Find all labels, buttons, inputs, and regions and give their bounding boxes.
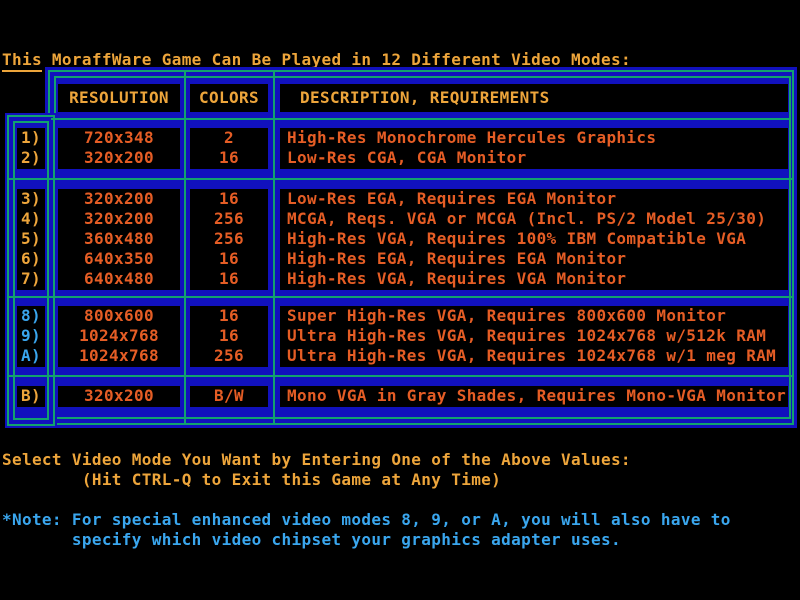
description-group-box: Mono VGA in Gray Shades, Requires Mono-V… (280, 386, 788, 407)
number-outer-frame (7, 115, 55, 426)
mode-number[interactable]: 1) (21, 128, 41, 147)
description-group-box: Low-Res EGA, Requires EGA Monitor MCGA, R… (280, 189, 788, 290)
mode-colors: 16 (219, 326, 239, 345)
mode-colors: 256 (214, 209, 244, 228)
mode-number[interactable]: 4) (21, 209, 41, 228)
num-group-box: 3) 4) 5) 6) 7) (17, 189, 45, 290)
select-prompt-line2: (Hit CTRL-Q to Exit this Game at Any Tim… (2, 470, 502, 489)
mode-resolution: 320x200 (84, 386, 154, 405)
mode-colors: B/W (214, 386, 244, 405)
mode-description: High-Res VGA, Requires 100% IBM Compatib… (287, 229, 747, 248)
column-divider-1 (184, 72, 186, 423)
mode-number[interactable]: 8) (21, 306, 41, 325)
resolution-group-box: 720x348 320x200 (58, 128, 180, 169)
note-line1: *Note: For special enhanced video modes … (2, 510, 731, 529)
mode-resolution: 720x348 (84, 128, 154, 147)
header-resolution: RESOLUTION (58, 84, 180, 112)
group-separator-2 (9, 296, 792, 298)
mode-resolution: 640x350 (84, 249, 154, 268)
mode-colors: 256 (214, 229, 244, 248)
page-title: This MoraffWare Game Can Be Played in 12… (2, 50, 631, 72)
resolution-group-box: 320x200 (58, 386, 180, 407)
mode-colors: 16 (219, 306, 239, 325)
mode-number[interactable]: 9) (21, 326, 41, 345)
mode-number[interactable]: 2) (21, 148, 41, 167)
mode-number[interactable]: 7) (21, 269, 41, 288)
mode-number[interactable]: 5) (21, 229, 41, 248)
description-group-box: High-Res Monochrome Hercules Graphics Low… (280, 128, 788, 169)
colors-group-box: 16 256 256 16 16 (190, 189, 268, 290)
mode-resolution: 320x200 (84, 209, 154, 228)
mode-description: Mono VGA in Gray Shades, Requires Mono-V… (287, 386, 787, 405)
mode-description: High-Res VGA, Requires VGA Monitor (287, 269, 627, 288)
group-separator-1 (9, 178, 792, 180)
mode-colors: 16 (219, 189, 239, 208)
note-line2: specify which video chipset your graphic… (2, 530, 621, 549)
colors-group-box: B/W (190, 386, 268, 407)
mode-description: Ultra High-Res VGA, Requires 1024x768 w/… (287, 346, 777, 365)
mode-number[interactable]: 3) (21, 189, 41, 208)
mode-resolution: 320x200 (84, 189, 154, 208)
num-group-box: B) (17, 386, 45, 407)
colors-group-box: 16 16 256 (190, 306, 268, 367)
group-separator-3 (9, 375, 792, 377)
mode-resolution: 320x200 (84, 148, 154, 167)
mode-colors: 2 (224, 128, 234, 147)
num-group-box: 1) 2) (17, 128, 45, 169)
header-separator (51, 118, 791, 120)
mode-description: High-Res EGA, Requires EGA Monitor (287, 249, 627, 268)
mode-number[interactable]: B) (21, 386, 41, 405)
number-inner-frame (13, 121, 49, 420)
header-colors: COLORS (190, 84, 268, 112)
mode-resolution: 640x480 (84, 269, 154, 288)
mode-description: MCGA, Reqs. VGA or MCGA (Incl. PS/2 Mode… (287, 209, 767, 228)
mode-colors: 16 (219, 249, 239, 268)
column-divider-2 (273, 72, 275, 423)
description-group-box: Super High-Res VGA, Requires 800x600 Mon… (280, 306, 788, 367)
mode-number[interactable]: 6) (21, 249, 41, 268)
mode-description: High-Res Monochrome Hercules Graphics (287, 128, 657, 147)
num-group-box: 8) 9) A) (17, 306, 45, 367)
title-underlined-word: This (2, 50, 42, 72)
header-description: DESCRIPTION, REQUIREMENTS (280, 84, 788, 112)
mode-resolution: 360x480 (84, 229, 154, 248)
mode-description: Ultra High-Res VGA, Requires 1024x768 w/… (287, 326, 767, 345)
mode-description: Low-Res EGA, Requires EGA Monitor (287, 189, 617, 208)
mode-colors: 16 (219, 269, 239, 288)
mode-description: Low-Res CGA, CGA Monitor (287, 148, 527, 167)
mode-resolution: 800x600 (84, 306, 154, 325)
mode-resolution: 1024x768 (79, 346, 159, 365)
resolution-group-box: 320x200 320x200 360x480 640x350 640x480 (58, 189, 180, 290)
resolution-group-box: 800x600 1024x768 1024x768 (58, 306, 180, 367)
mode-resolution: 1024x768 (79, 326, 159, 345)
colors-group-box: 2 16 (190, 128, 268, 169)
title-rest: MoraffWare Game Can Be Played in 12 Diff… (41, 50, 631, 69)
select-prompt-line1: Select Video Mode You Want by Entering O… (2, 450, 631, 469)
mode-description: Super High-Res VGA, Requires 800x600 Mon… (287, 306, 727, 325)
mode-colors: 16 (219, 148, 239, 167)
mode-number[interactable]: A) (21, 346, 41, 365)
mode-colors: 256 (214, 346, 244, 365)
